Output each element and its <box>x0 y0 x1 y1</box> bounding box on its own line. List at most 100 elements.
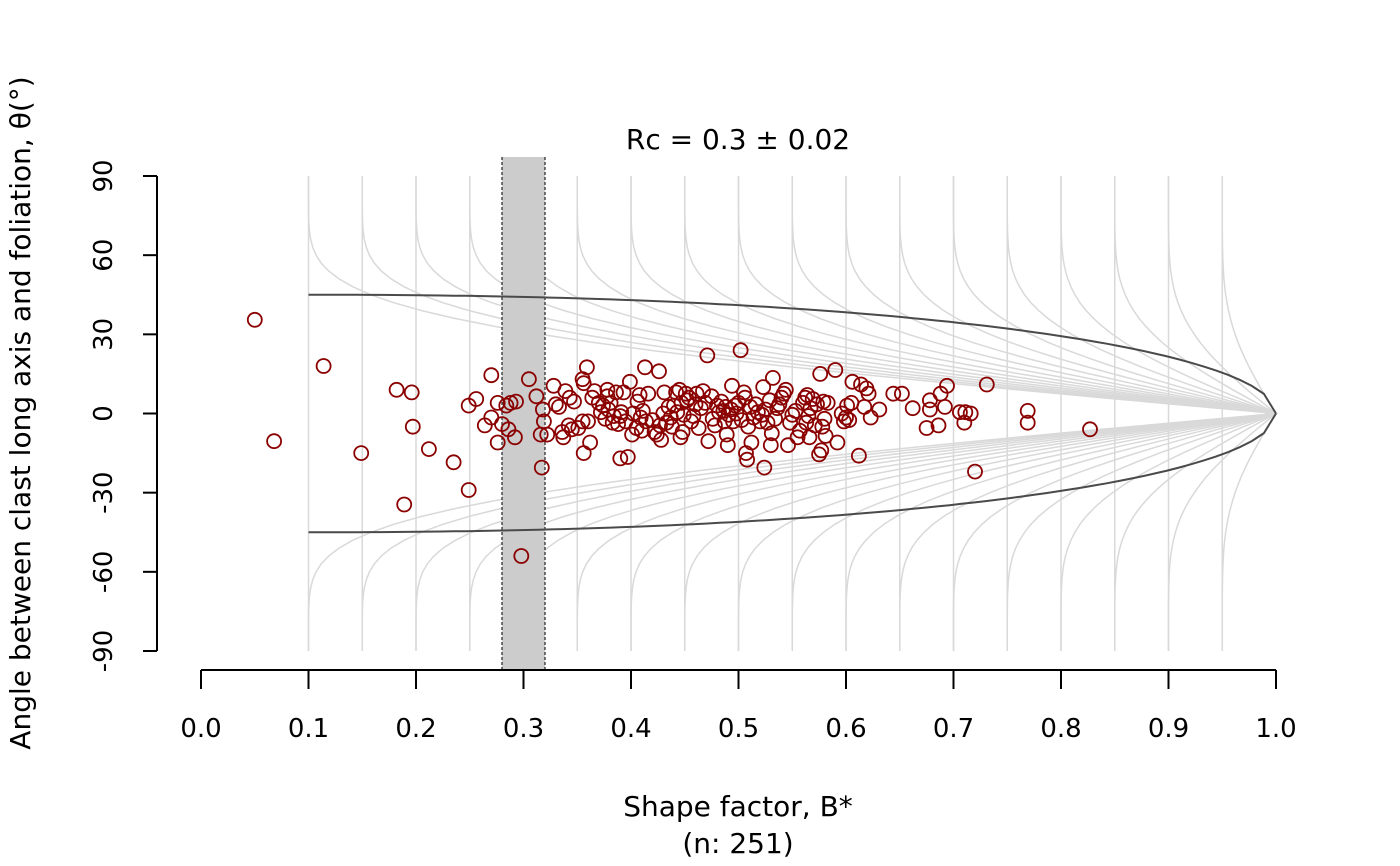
rc-curve <box>899 176 1277 651</box>
data-point <box>315 358 332 374</box>
data-point <box>445 454 462 471</box>
data-point <box>922 392 938 409</box>
data-point <box>838 409 854 426</box>
data-point <box>575 445 592 462</box>
x-tick-label: 1.0 <box>1255 714 1296 744</box>
data-point <box>771 396 788 413</box>
data-point <box>894 385 910 402</box>
data-point <box>736 384 752 401</box>
data-point <box>812 365 829 382</box>
data-point <box>885 385 902 402</box>
x-tick-label: 0.8 <box>1040 714 1081 744</box>
data-point <box>1019 402 1036 419</box>
data-point <box>871 401 888 418</box>
rc-band <box>501 157 546 670</box>
envelope <box>308 293 1277 534</box>
data-point <box>489 394 506 411</box>
data-point <box>633 422 650 439</box>
y-tick-label: -60 <box>89 551 119 593</box>
data-point <box>804 391 821 407</box>
data-point <box>597 410 614 427</box>
data-point <box>648 426 665 443</box>
data-point <box>420 441 437 458</box>
data-point <box>851 447 867 464</box>
data-point <box>404 418 421 435</box>
x-tick-label: 0.3 <box>503 714 544 744</box>
data-point <box>566 393 582 410</box>
data-point <box>693 400 709 417</box>
data-point <box>930 417 947 434</box>
data-point <box>266 433 283 450</box>
x-tick-label: 0.4 <box>610 714 651 744</box>
y-tick-label: 30 <box>89 318 119 351</box>
x-tick-label: 0.1 <box>288 714 329 744</box>
data-point <box>631 387 648 403</box>
chart-title: Rc = 0.3 ± 0.02 <box>626 123 850 156</box>
data-point <box>695 383 711 400</box>
envelope-upper <box>308 293 1277 415</box>
data-point <box>860 385 877 402</box>
data-point <box>634 402 651 419</box>
x-axis-label: Shape factor, B* <box>623 790 853 823</box>
data-point <box>713 393 730 410</box>
envelope-lower <box>308 412 1277 534</box>
data-point <box>814 418 831 435</box>
y-axis-label: Angle between clast long axis and foliat… <box>4 76 37 749</box>
data-point <box>561 389 578 406</box>
data-point <box>798 414 815 431</box>
data-point <box>765 369 781 386</box>
y-tick-label: -90 <box>89 630 119 672</box>
data-point <box>918 420 935 436</box>
data-point <box>460 482 477 498</box>
data-point <box>841 412 858 429</box>
axes: -90 -60 -30 0 30 60 90 0.0 0.1 0.2 0.3 0.4 0.5 0.6 0.7… <box>89 159 1297 744</box>
data-point <box>829 434 846 451</box>
data-point <box>750 404 766 421</box>
rc-curves <box>307 176 1279 651</box>
data-point <box>551 398 567 415</box>
data-point <box>844 373 861 390</box>
data-point <box>651 363 667 380</box>
y-tick-label: 0 <box>89 405 119 422</box>
data-point <box>580 413 596 430</box>
data-point <box>508 393 524 410</box>
data-point <box>468 391 485 407</box>
data-point <box>937 398 953 415</box>
data-point <box>574 413 591 430</box>
data-point <box>638 413 654 430</box>
data-point <box>403 384 420 401</box>
data-point <box>719 437 736 454</box>
x-tick-label: 0.9 <box>1148 714 1189 744</box>
data-point <box>732 342 749 359</box>
data-point <box>608 384 624 401</box>
data-point <box>533 459 550 476</box>
data-point <box>579 359 595 376</box>
data-point <box>396 496 413 513</box>
data-point <box>762 437 779 454</box>
data-point <box>640 385 657 402</box>
data-point <box>777 381 794 398</box>
rc-curve <box>576 176 1277 651</box>
data-point <box>952 404 968 421</box>
x-tick-label: 0.5 <box>718 714 759 744</box>
data-point <box>498 397 515 414</box>
data-point <box>513 548 530 564</box>
data-point <box>653 431 669 448</box>
data-point <box>763 425 780 442</box>
data-point <box>246 311 263 328</box>
x-tick-label: 0.7 <box>933 714 974 744</box>
data-point <box>819 394 836 411</box>
data-point <box>539 426 556 443</box>
data-point <box>582 434 598 451</box>
data-point <box>622 373 638 390</box>
x-tick-label: 0.0 <box>180 714 221 744</box>
data-point <box>656 384 673 401</box>
data-point <box>789 429 806 446</box>
data-point <box>699 347 716 364</box>
data-point <box>816 410 833 427</box>
data-point <box>547 396 564 413</box>
data-point <box>743 434 760 451</box>
data-point <box>619 449 636 465</box>
